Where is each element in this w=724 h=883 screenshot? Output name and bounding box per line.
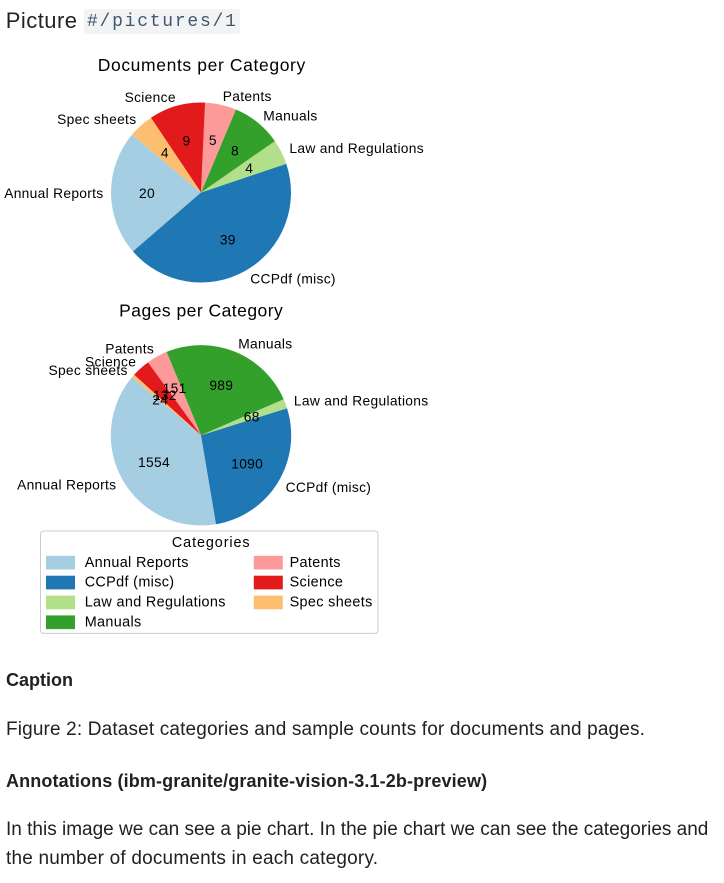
svg-text:Patents: Patents — [223, 89, 272, 104]
svg-text:Patents: Patents — [105, 342, 154, 357]
svg-text:989: 989 — [209, 378, 233, 393]
svg-text:151: 151 — [163, 381, 187, 396]
svg-text:9: 9 — [183, 134, 191, 149]
svg-text:Manuals: Manuals — [85, 614, 142, 630]
svg-text:Spec sheets: Spec sheets — [290, 595, 373, 611]
svg-text:CCPdf (misc): CCPdf (misc) — [85, 575, 175, 591]
svg-text:Documents per Category: Documents per Category — [98, 55, 306, 75]
svg-text:5: 5 — [209, 133, 217, 148]
svg-text:1090: 1090 — [231, 457, 263, 472]
svg-text:Spec sheets: Spec sheets — [57, 112, 136, 127]
svg-text:Science: Science — [125, 90, 176, 105]
svg-text:Science: Science — [85, 354, 136, 369]
svg-text:8: 8 — [231, 144, 239, 159]
svg-text:Categories: Categories — [172, 535, 251, 551]
svg-text:39: 39 — [220, 232, 236, 247]
svg-text:CCPdf (misc): CCPdf (misc) — [286, 480, 372, 495]
svg-text:132: 132 — [153, 388, 177, 403]
svg-text:4: 4 — [245, 161, 253, 176]
svg-text:Annual Reports: Annual Reports — [17, 478, 116, 493]
svg-text:Spec sheets: Spec sheets — [48, 363, 127, 378]
svg-text:Science: Science — [290, 575, 344, 591]
svg-text:Manuals: Manuals — [263, 109, 317, 124]
svg-text:Annual Reports: Annual Reports — [85, 555, 189, 571]
svg-text:Manuals: Manuals — [238, 336, 292, 351]
svg-text:Law and Regulations: Law and Regulations — [294, 394, 429, 409]
svg-text:Pages per Category: Pages per Category — [119, 300, 283, 320]
svg-text:Annual Reports: Annual Reports — [4, 186, 103, 201]
svg-text:24: 24 — [152, 393, 168, 408]
svg-text:1554: 1554 — [138, 455, 170, 470]
svg-text:CCPdf (misc): CCPdf (misc) — [250, 271, 336, 286]
svg-text:Law and Regulations: Law and Regulations — [289, 141, 424, 156]
svg-text:68: 68 — [244, 409, 260, 424]
svg-text:Patents: Patents — [290, 555, 341, 571]
svg-text:4: 4 — [161, 145, 169, 160]
svg-text:20: 20 — [139, 186, 155, 201]
svg-text:Law and Regulations: Law and Regulations — [85, 595, 226, 611]
